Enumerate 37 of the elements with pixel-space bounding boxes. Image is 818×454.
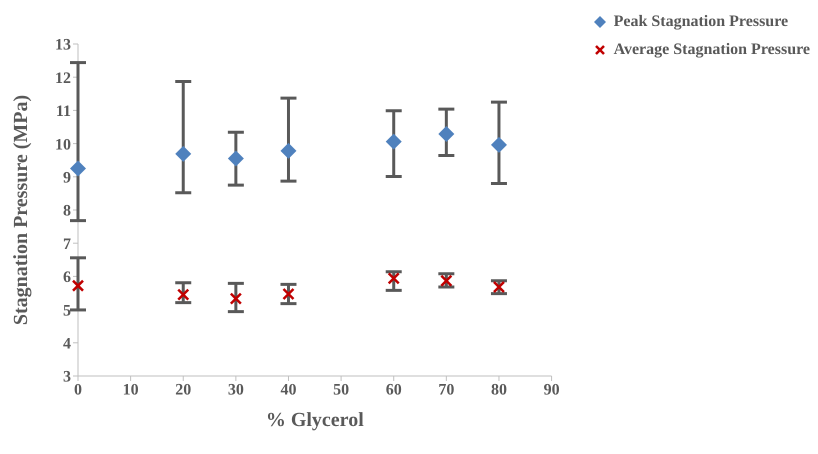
y-tick-label: 3: [63, 368, 71, 386]
y-tick-label: 6: [63, 269, 71, 286]
y-tick-label: 7: [63, 236, 71, 253]
x-tick-label: 90: [544, 381, 560, 398]
x-tick-label: 40: [280, 381, 296, 398]
x-axis-title: % Glycerol: [266, 409, 364, 431]
x-tick-label: 30: [228, 381, 244, 398]
y-tick-label: 13: [55, 36, 71, 54]
x-tick-label: 20: [175, 381, 192, 398]
x-tick-label: 80: [490, 381, 507, 398]
x-tick-label: 50: [333, 381, 350, 398]
x-tick-label: 60: [386, 381, 402, 398]
x-tick-label: 0: [74, 381, 82, 398]
y-tick-label: 4: [63, 335, 71, 352]
point: [228, 150, 244, 167]
y-tick-label: 5: [63, 302, 71, 320]
point: [175, 146, 192, 162]
y-tick-label: 9: [63, 169, 71, 186]
point: [282, 288, 295, 300]
legend-label: Average Stagnation Pressure: [614, 41, 810, 59]
y-tick-label: 8: [63, 202, 71, 220]
point: [72, 279, 84, 292]
x-tick-label: 70: [438, 381, 454, 398]
y-axis-title: Stagnation Pressure (MPa): [10, 94, 32, 326]
legend-label: Peak Stagnation Pressure: [614, 13, 788, 31]
point: [438, 126, 454, 142]
y-tick-label: 10: [55, 136, 71, 154]
point: [176, 288, 190, 301]
point: [280, 142, 296, 159]
point: [490, 136, 507, 153]
x-tick-label: 10: [122, 381, 139, 398]
y-tick-label: 11: [56, 103, 71, 120]
point: [387, 272, 400, 285]
y-tick-label: 12: [55, 70, 71, 87]
point: [70, 160, 86, 176]
point: [386, 134, 402, 150]
point: [230, 292, 242, 305]
